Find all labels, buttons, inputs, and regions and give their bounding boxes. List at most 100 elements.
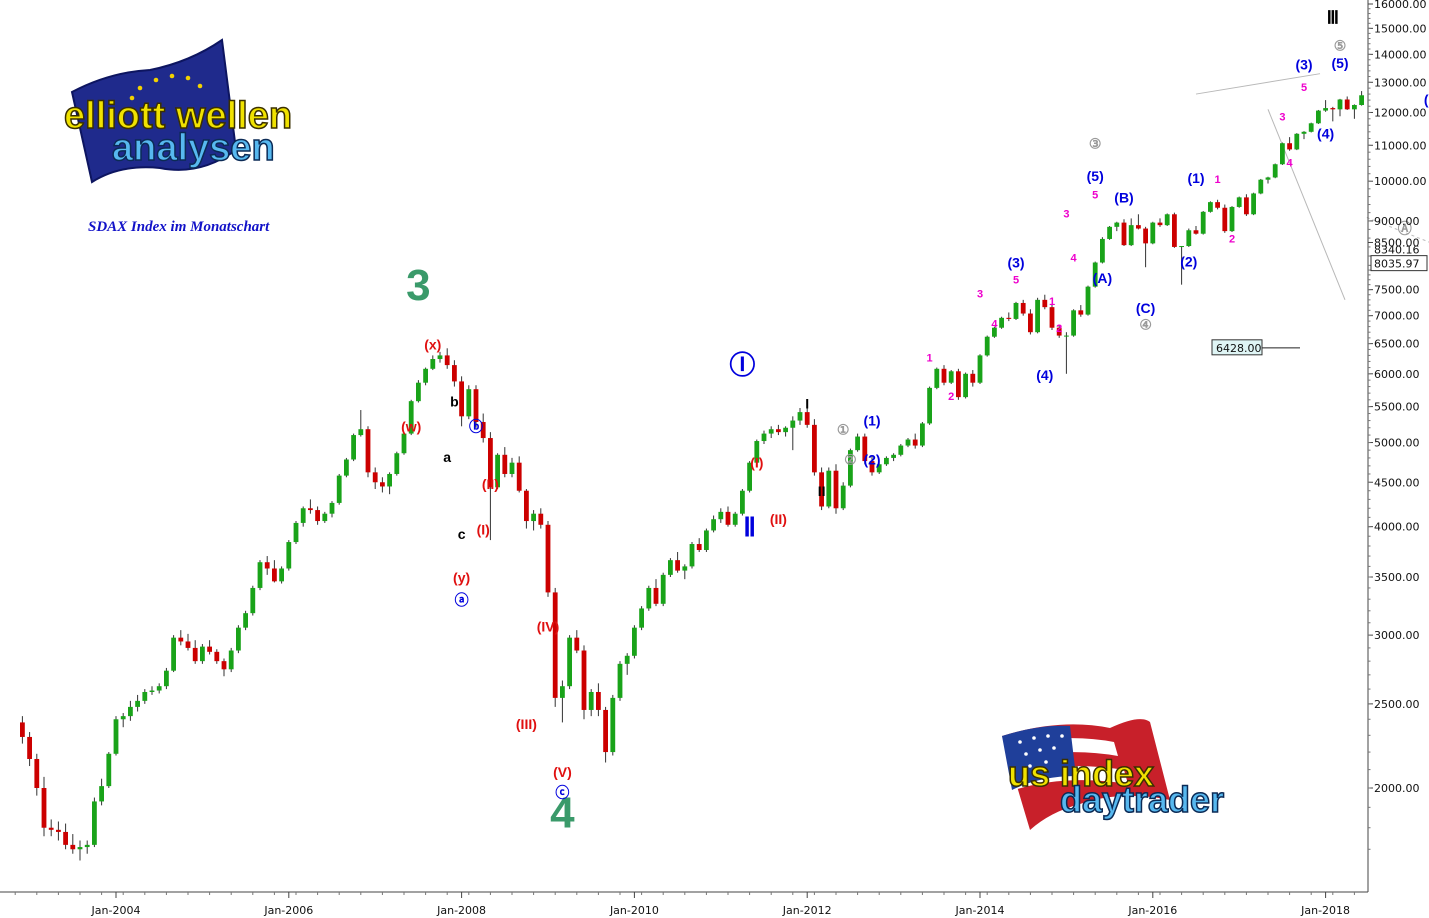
- candle-body: [581, 650, 587, 710]
- y-tick-label: 6500.00: [1374, 338, 1420, 351]
- wave-label: (1): [863, 413, 880, 429]
- candle-body: [1136, 225, 1141, 229]
- candle-body: [1287, 143, 1292, 150]
- candle-body: [1330, 108, 1336, 110]
- candle-body: [207, 646, 212, 652]
- candle-body: [768, 429, 774, 434]
- wave-label: ③: [1089, 136, 1102, 152]
- wave-label: ②: [844, 451, 857, 467]
- candle-body: [286, 542, 292, 569]
- wave-label: (2): [1180, 253, 1197, 269]
- wave-label: (A): [1093, 270, 1112, 286]
- candle-body: [1359, 95, 1364, 105]
- wave-label: (5): [1331, 55, 1348, 71]
- candle-body: [1049, 307, 1055, 328]
- candle-body: [538, 513, 544, 525]
- candle-body: [1157, 222, 1163, 226]
- x-tick-label: Jan-2012: [782, 904, 832, 917]
- candle-body: [1280, 143, 1285, 165]
- wave-label: I: [805, 396, 809, 412]
- wave-label: 3: [1063, 209, 1069, 221]
- candle-body: [63, 831, 68, 845]
- candle-body: [941, 368, 947, 383]
- candle-body: [344, 459, 349, 476]
- candle-body: [1186, 230, 1192, 247]
- wave-label: a: [443, 449, 451, 465]
- candle-body: [1251, 193, 1256, 215]
- candle-body: [135, 700, 140, 707]
- candle-body: [1172, 214, 1177, 247]
- x-tick-label: Jan-2016: [1127, 904, 1177, 917]
- logo-top-line1: elliott wellen: [64, 95, 292, 137]
- wave-label: (B): [1114, 190, 1133, 206]
- x-tick-label: Jan-2008: [436, 904, 486, 917]
- wave-label: ①: [837, 421, 850, 437]
- candle-body: [905, 439, 911, 446]
- y-tick-label: 11000.00: [1374, 139, 1427, 152]
- wave-label: 4: [1071, 253, 1078, 265]
- candle-body: [1229, 206, 1235, 232]
- candle-body: [560, 686, 565, 698]
- candle-body: [848, 450, 853, 486]
- candle-body: [783, 427, 788, 433]
- candle-body: [632, 627, 637, 656]
- candle-body: [1128, 225, 1134, 246]
- wave-label: 5: [1013, 275, 1019, 287]
- candle-body: [1244, 197, 1249, 215]
- candle-body: [1078, 310, 1084, 315]
- candle-body: [1200, 211, 1206, 234]
- candle-body: [740, 490, 745, 514]
- candle-body: [884, 457, 889, 465]
- candle-body: [1150, 222, 1156, 244]
- wave-label: (III): [516, 716, 537, 732]
- wave-label: 1: [927, 352, 933, 364]
- wave-label: (x): [424, 336, 441, 352]
- candle-body: [524, 490, 529, 522]
- candle-body: [610, 697, 616, 753]
- candle-body: [56, 829, 61, 832]
- candle-body: [394, 453, 400, 474]
- trendlines: 6428.00: [1195, 73, 1429, 356]
- eu-stars: [129, 73, 203, 101]
- wave-label: 2: [1229, 233, 1235, 245]
- candle-body: [1100, 238, 1105, 263]
- wave-label: 3: [977, 288, 983, 300]
- wave-label: (3): [1295, 56, 1312, 72]
- candle-body: [358, 429, 364, 436]
- wave-label: II: [818, 483, 826, 499]
- candle-body: [1085, 286, 1091, 315]
- candle-body: [552, 592, 558, 698]
- candle-body: [934, 368, 940, 388]
- candle-body: [430, 359, 436, 369]
- candle-body: [668, 560, 673, 575]
- candle-body: [185, 641, 191, 648]
- y-tick-label: 2000.00: [1374, 782, 1420, 795]
- candle-body: [776, 429, 781, 433]
- candle-body: [869, 461, 875, 473]
- candle-body: [408, 401, 414, 434]
- candle-body: [1308, 123, 1314, 132]
- y-tick-label: 3000.00: [1374, 629, 1420, 642]
- candle-body: [891, 454, 896, 458]
- candle-body: [1265, 177, 1271, 180]
- candle-body: [855, 436, 860, 451]
- candle-body: [1272, 164, 1278, 178]
- candle-body: [423, 368, 428, 383]
- y-tick-label: 13000.00: [1374, 76, 1427, 89]
- y-tick-label: 4000.00: [1374, 521, 1420, 534]
- x-tick-label: Jan-2014: [955, 904, 1005, 917]
- candle-body: [84, 844, 90, 848]
- candle-body: [336, 475, 342, 503]
- y-tick-label: 7500.00: [1374, 284, 1420, 297]
- candle-body: [106, 753, 112, 787]
- candle-body: [696, 544, 702, 550]
- candle-body: [660, 574, 666, 604]
- candle-body: [250, 587, 256, 614]
- candle-body: [120, 716, 126, 720]
- candle-body: [351, 435, 356, 460]
- x-tick-label: Jan-2010: [609, 904, 659, 917]
- wave-label: 3: [1279, 111, 1285, 123]
- candle-body: [495, 454, 500, 488]
- candle-body: [502, 454, 508, 474]
- candle-body: [142, 691, 148, 701]
